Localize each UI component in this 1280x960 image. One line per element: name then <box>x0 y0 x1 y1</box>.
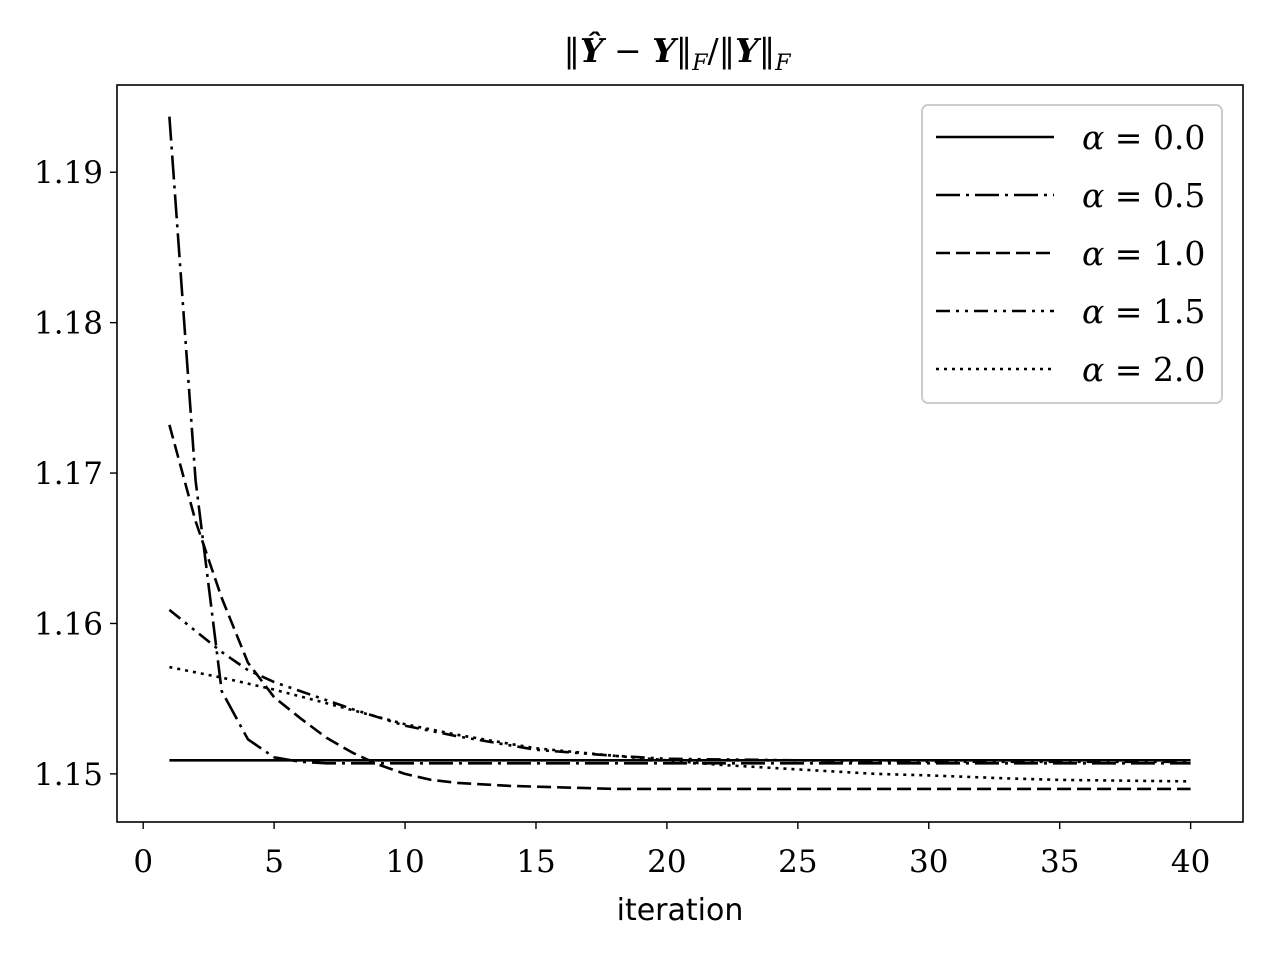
series-lines <box>168 116 1191 791</box>
y-tick-label: 1.15 <box>34 757 103 793</box>
y-axis: 1.15 1.16 1.17 1.18 1.19 <box>34 155 117 793</box>
legend-label-5: α = 2.0 <box>1082 350 1205 389</box>
series-line-5 <box>169 665 1191 783</box>
chart-title-text: ‖Ŷ − Y‖F/‖Y‖F <box>564 30 792 76</box>
x-axis-label: iteration <box>617 893 744 928</box>
x-axis: 0 5 10 15 20 25 30 35 40 <box>133 822 1210 880</box>
title-part: /‖ <box>708 31 736 70</box>
title-part: − <box>604 31 653 70</box>
x-tick-label: 10 <box>385 844 424 880</box>
legend-label-4: α = 1.5 <box>1082 292 1205 331</box>
title-part: F <box>691 51 708 76</box>
plot-frame <box>116 84 1244 823</box>
legend-greek: α <box>1082 234 1104 273</box>
legend-operator: = <box>1104 292 1153 331</box>
legend-greek: α <box>1082 350 1104 389</box>
legend: α = 0.0α = 0.5α = 1.0α = 1.5α = 2.0 <box>921 104 1223 404</box>
y-tick-label: 1.18 <box>34 306 103 342</box>
legend-operator: = <box>1104 350 1153 389</box>
legend-label-2: α = 0.5 <box>1082 176 1205 215</box>
legend-greek: α <box>1082 118 1104 157</box>
series-line-2 <box>168 116 1191 765</box>
y-tick-label: 1.19 <box>34 155 103 191</box>
title-part: F <box>774 51 791 76</box>
legend-value: 1.5 <box>1153 292 1205 331</box>
legend-operator: = <box>1104 234 1153 273</box>
chart-title: ‖Ŷ − Y‖F/‖Y‖F <box>564 30 792 76</box>
x-tick-label: 30 <box>909 844 948 880</box>
title-part: Y <box>652 31 679 70</box>
legend-box <box>921 104 1223 404</box>
legend-operator: = <box>1104 118 1153 157</box>
legend-label-3: α = 1.0 <box>1082 234 1205 273</box>
title-part: Y <box>735 31 762 70</box>
x-tick-label: 25 <box>778 844 817 880</box>
legend-value: 0.5 <box>1153 176 1205 215</box>
x-tick-label: 0 <box>133 844 153 880</box>
x-tick-label: 5 <box>264 844 284 880</box>
y-tick-label: 1.16 <box>34 606 103 642</box>
series-line-3 <box>168 424 1191 791</box>
legend-value: 2.0 <box>1153 350 1205 389</box>
legend-label-1: α = 0.0 <box>1082 118 1205 157</box>
legend-greek: α <box>1082 176 1104 215</box>
legend-value: 1.0 <box>1153 234 1205 273</box>
legend-operator: = <box>1104 176 1153 215</box>
x-tick-label: 40 <box>1171 844 1210 880</box>
x-tick-label: 15 <box>516 844 555 880</box>
title-part: Ŷ <box>580 30 607 70</box>
legend-value: 0.0 <box>1153 118 1205 157</box>
y-tick-label: 1.17 <box>34 456 103 492</box>
x-tick-label: 20 <box>647 844 686 880</box>
x-tick-label: 35 <box>1040 844 1079 880</box>
title-part: ‖ <box>759 31 776 70</box>
title-part: ‖ <box>564 31 581 70</box>
legend-greek: α <box>1082 292 1104 331</box>
series-line-4 <box>168 608 1191 764</box>
title-part: ‖ <box>676 31 693 70</box>
